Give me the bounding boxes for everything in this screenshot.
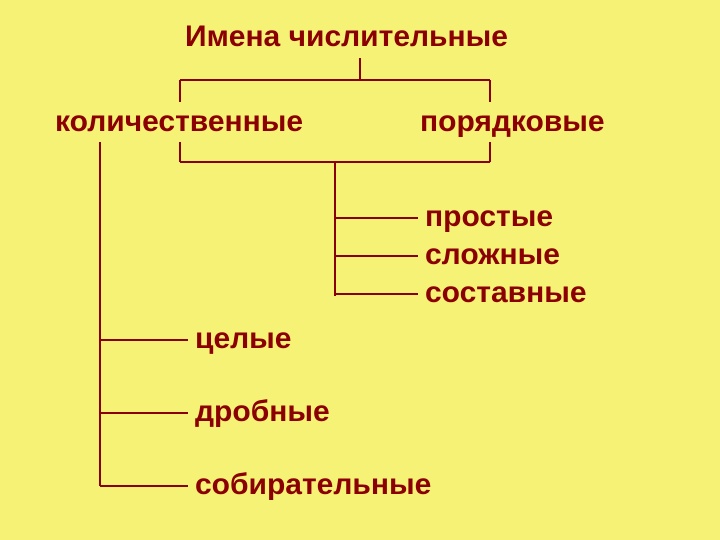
category-quantitative: количественные bbox=[55, 105, 303, 139]
category-ordinal: порядковые bbox=[420, 105, 605, 139]
structure-item-complex: сложные bbox=[425, 238, 560, 272]
quantitative-item-collective: собирательные bbox=[195, 468, 431, 502]
structure-item-simple: простые bbox=[425, 200, 553, 234]
structure-item-compound: составные bbox=[425, 276, 587, 310]
quantitative-item-fractional: дробные bbox=[195, 395, 330, 429]
diagram-title: Имена числительные bbox=[185, 20, 508, 54]
quantitative-item-whole: целые bbox=[195, 322, 292, 356]
diagram-background bbox=[0, 0, 720, 540]
